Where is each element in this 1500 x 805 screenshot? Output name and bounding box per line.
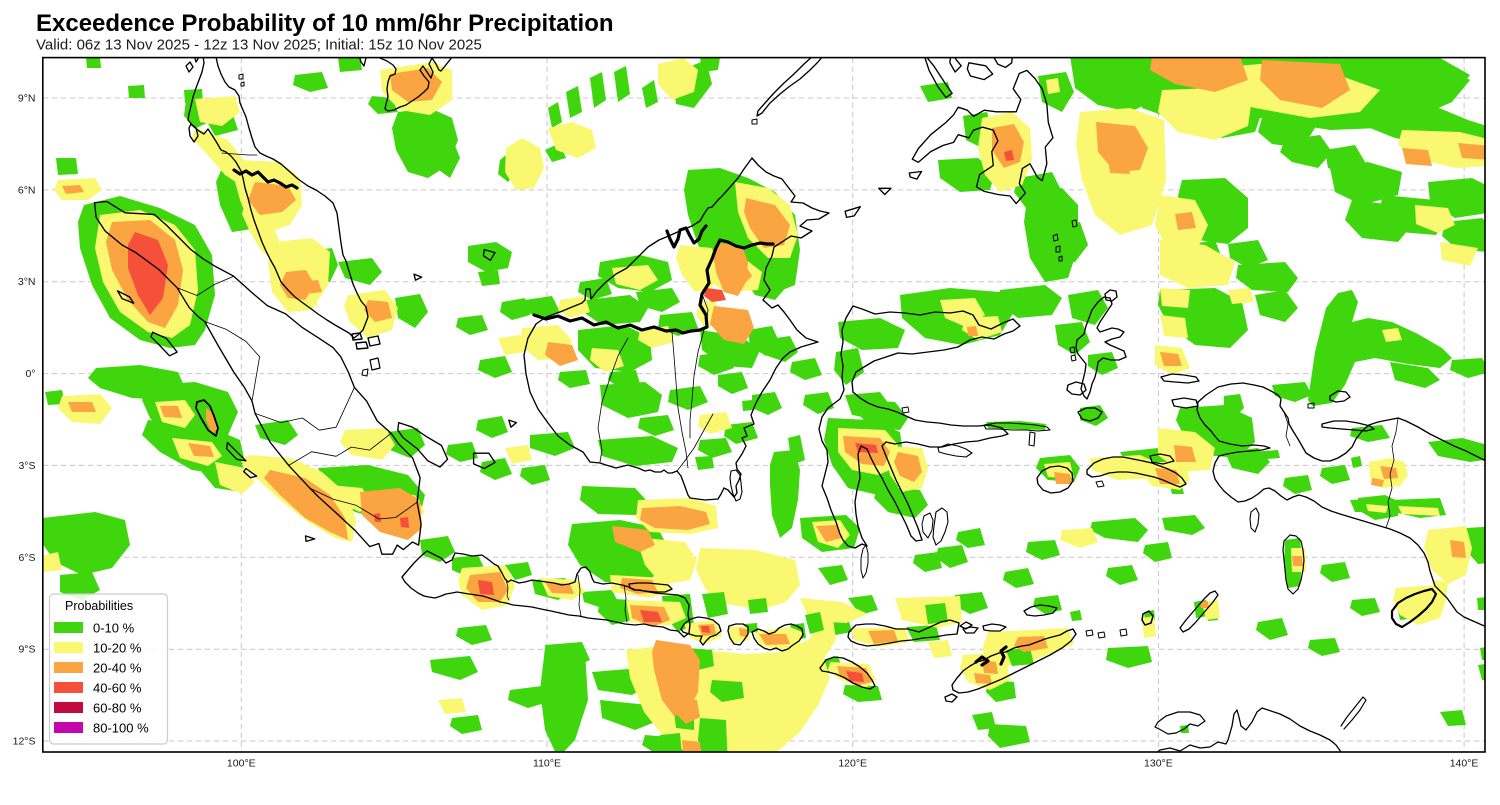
svg-text:60-80 %: 60-80 % [93, 701, 142, 716]
svg-text:12°S: 12°S [13, 736, 36, 748]
svg-text:20-40 %: 20-40 % [93, 661, 142, 676]
svg-text:6°N: 6°N [18, 184, 36, 196]
svg-text:40-60 %: 40-60 % [93, 681, 142, 696]
svg-text:0-10 %: 0-10 % [93, 621, 135, 636]
svg-text:100°E: 100°E [227, 758, 256, 770]
svg-text:140°E: 140°E [1450, 758, 1479, 770]
svg-text:Valid: 06z 13 Nov 2025 - 12z 1: Valid: 06z 13 Nov 2025 - 12z 13 Nov 2025… [36, 37, 482, 54]
svg-text:9°N: 9°N [18, 93, 36, 105]
svg-text:120°E: 120°E [838, 758, 867, 770]
svg-text:110°E: 110°E [533, 758, 561, 770]
svg-text:Probabilities: Probabilities [65, 599, 133, 613]
svg-text:80-100 %: 80-100 % [93, 721, 149, 736]
svg-text:Exceedence Probability of 10 m: Exceedence Probability of 10 mm/6hr Prec… [36, 10, 614, 37]
svg-text:6°S: 6°S [18, 552, 35, 564]
svg-text:0°: 0° [25, 368, 35, 380]
svg-text:3°N: 3°N [18, 276, 36, 288]
svg-text:130°E: 130°E [1144, 758, 1173, 770]
svg-text:3°S: 3°S [18, 460, 35, 472]
svg-text:9°S: 9°S [18, 644, 35, 656]
svg-text:10-20 %: 10-20 % [93, 641, 142, 656]
